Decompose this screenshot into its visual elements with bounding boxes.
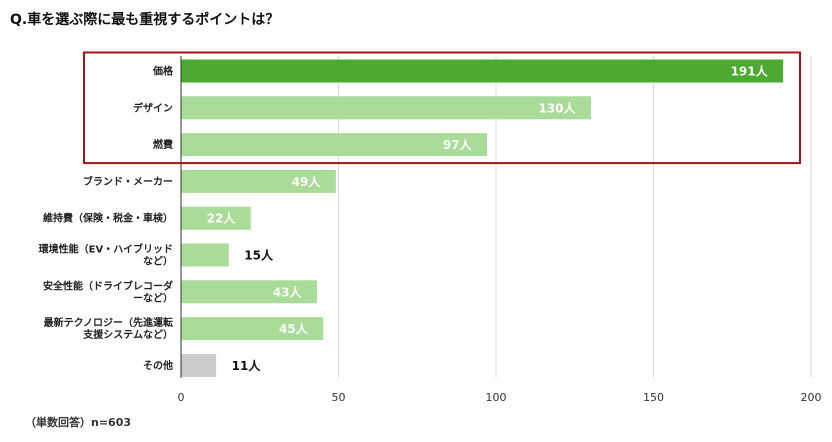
- bar: [181, 96, 591, 120]
- bar: [181, 353, 217, 377]
- category-label: 価格: [152, 65, 174, 78]
- data-label: 97人: [443, 137, 473, 152]
- bar: [181, 133, 488, 157]
- x-tick-label: 150: [643, 391, 664, 404]
- data-label: 15人: [244, 248, 274, 263]
- x-tick-label: 200: [801, 391, 822, 404]
- data-label: 11人: [232, 358, 262, 373]
- data-label: 191人: [731, 64, 769, 79]
- data-label: 130人: [538, 100, 576, 115]
- bars: [181, 59, 784, 377]
- grid-lines: [180, 56, 812, 378]
- bar: [181, 243, 229, 267]
- category-label: 燃費: [153, 138, 173, 151]
- x-tick-label: 0: [178, 391, 185, 404]
- bar: [181, 59, 784, 83]
- x-tick-label: 100: [486, 391, 507, 404]
- data-label: 22人: [207, 211, 237, 226]
- highlight-box-group: [83, 51, 801, 165]
- data-label: 43人: [273, 284, 303, 299]
- category-label: デザイン: [133, 101, 173, 114]
- x-tick-labels: 0 50 100 150 200: [178, 391, 822, 404]
- category-label: 最新テクノロジー（先進運転支援システムなど）: [44, 316, 173, 341]
- value-labels: 191人 130人 97人 49人 22人 15人 43人 45人 11人: [207, 64, 769, 373]
- highlight-box: [83, 51, 801, 165]
- footnote: （単数回答）n=603: [25, 416, 132, 429]
- bar: [181, 280, 317, 304]
- data-label: 45人: [279, 321, 309, 336]
- category-label: 安全性能（ドライブレコーダーなど）: [43, 279, 173, 304]
- x-tick-label: 50: [332, 391, 346, 404]
- data-label: 49人: [292, 174, 322, 189]
- bar: [181, 206, 251, 230]
- chart-title: Q.車を選ぶ際に最も重視するポイントは？: [10, 12, 280, 28]
- category-label: 環境性能（EV・ハイブリッドなど）: [39, 243, 173, 268]
- category-label: 維持費（保険・税金・車検）: [43, 212, 173, 225]
- bar: [181, 317, 324, 341]
- category-label: その他: [143, 359, 173, 372]
- category-label: ブランド・メーカー: [83, 175, 173, 188]
- bar: [181, 169, 336, 193]
